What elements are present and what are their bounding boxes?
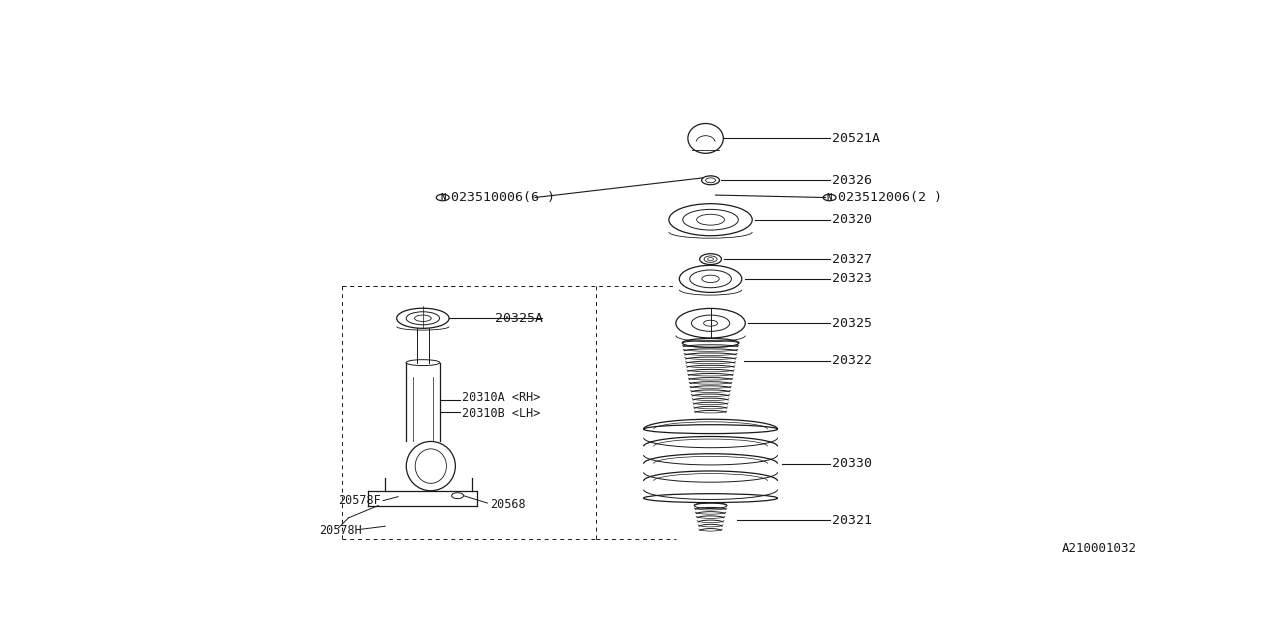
Text: 023510006(6 ): 023510006(6 ) (451, 191, 554, 204)
Text: 20521A: 20521A (832, 132, 879, 145)
Text: 023512006(2 ): 023512006(2 ) (837, 191, 942, 204)
Text: A210001032: A210001032 (1062, 542, 1137, 555)
Text: 20326: 20326 (832, 174, 872, 187)
Text: 20568: 20568 (490, 498, 526, 511)
Text: 20325A: 20325A (495, 312, 543, 324)
Text: N: N (440, 193, 445, 202)
Text: 20578F: 20578F (338, 494, 381, 507)
Text: 20320: 20320 (832, 213, 872, 226)
Text: 20327: 20327 (832, 253, 872, 266)
Text: N: N (827, 193, 832, 202)
Text: 20310A <RH>: 20310A <RH> (462, 391, 540, 404)
Text: 20578H: 20578H (319, 524, 361, 537)
Text: 20310B <LH>: 20310B <LH> (462, 408, 540, 420)
Text: 20330: 20330 (832, 457, 872, 470)
Text: 20322: 20322 (832, 355, 872, 367)
Text: 20321: 20321 (832, 514, 872, 527)
Text: 20325: 20325 (832, 317, 872, 330)
Text: 20323: 20323 (832, 273, 872, 285)
